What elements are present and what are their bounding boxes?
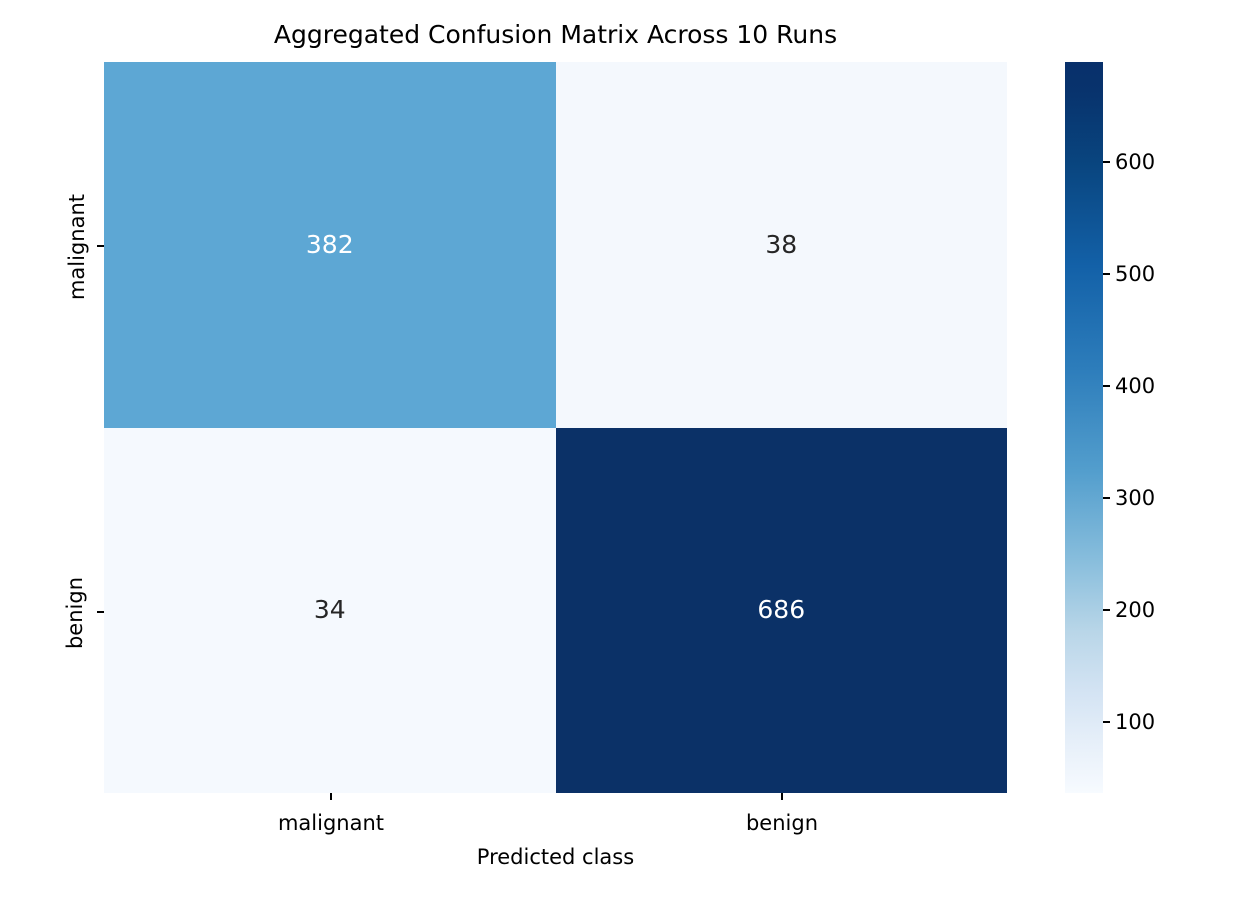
heatmap-cell-malignant-malignant: 382: [104, 62, 556, 428]
colorbar-tick-label-200: 200: [1115, 598, 1156, 622]
colorbar-tick-mark-500: [1103, 273, 1110, 275]
colorbar-tick-mark-400: [1103, 385, 1110, 387]
cell-value: 382: [305, 229, 354, 259]
y-tick-label-malignant: malignant: [65, 193, 89, 301]
colorbar-tick-label-100: 100: [1115, 710, 1156, 734]
cell-value: 34: [313, 595, 346, 625]
colorbar-tick-mark-200: [1103, 609, 1110, 611]
heatmap-cell-benign-malignant: 34: [104, 427, 556, 793]
cell-value: 38: [765, 229, 798, 259]
x-axis-title: Predicted class: [476, 845, 635, 869]
colorbar-tick-mark-300: [1103, 497, 1110, 499]
y-tick-mark-malignant: [97, 245, 104, 247]
heatmap-cell-malignant-benign: 38: [555, 62, 1007, 428]
colorbar-tick-label-400: 400: [1115, 374, 1156, 398]
colorbar-tick-mark-100: [1103, 721, 1110, 723]
x-tick-label-benign: benign: [745, 811, 819, 835]
x-tick-mark-malignant: [330, 793, 332, 800]
page-title: Aggregated Confusion Matrix Across 10 Ru…: [273, 20, 838, 49]
y-tick-label-benign: benign: [63, 576, 87, 650]
colorbar-gradient: [1065, 62, 1103, 793]
heatmap-grid: 382 38 34 686: [104, 62, 1007, 793]
heatmap-cell-benign-benign: 686: [555, 427, 1007, 793]
x-tick-mark-benign: [781, 793, 783, 800]
x-tick-label-malignant: malignant: [277, 811, 385, 835]
colorbar-tick-label-500: 500: [1115, 262, 1156, 286]
colorbar-tick-label-300: 300: [1115, 486, 1156, 510]
cell-value: 686: [757, 595, 806, 625]
colorbar-tick-mark-600: [1103, 161, 1110, 163]
y-tick-mark-benign: [97, 611, 104, 613]
colorbar-tick-label-600: 600: [1115, 150, 1156, 174]
